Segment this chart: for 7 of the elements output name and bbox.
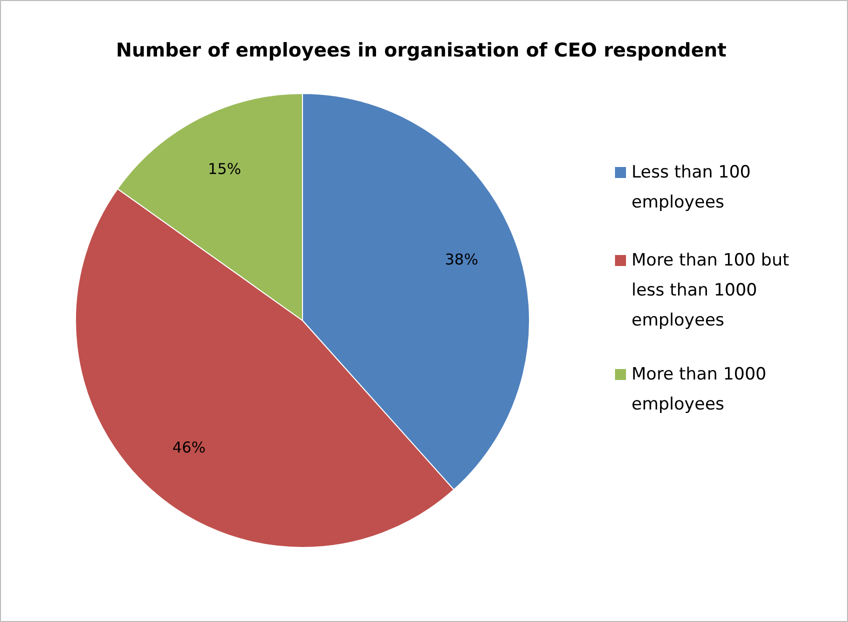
legend-label: Less than 100 employees <box>632 162 751 212</box>
legend-label: More than 100 but less than 1000 employees <box>632 250 790 330</box>
data-label: 38% <box>444 250 478 269</box>
chart-title: Number of employees in organisation of CEO respondent <box>116 40 726 62</box>
data-label: 46% <box>172 438 206 456</box>
data-label: 15% <box>208 160 242 178</box>
legend-label: More than 1000 employees <box>632 364 766 414</box>
